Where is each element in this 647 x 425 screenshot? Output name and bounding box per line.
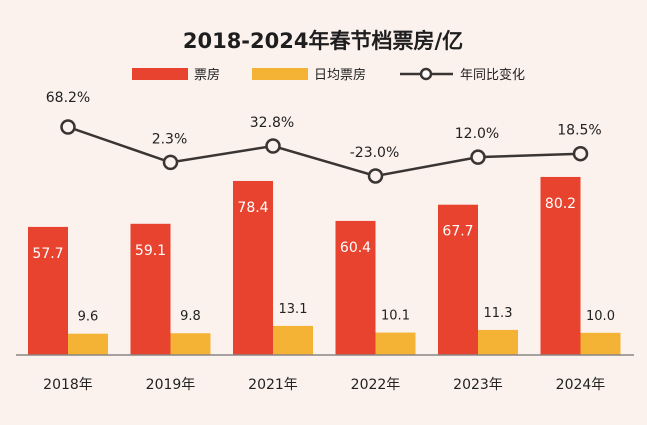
bar-label-box-office: 67.7 xyxy=(442,224,473,240)
yoy-label: 32.8% xyxy=(250,115,294,131)
yoy-line xyxy=(67,125,581,178)
yoy-label: 68.2% xyxy=(46,90,90,106)
chart-title: 2018-2024年春节档票房/亿 xyxy=(183,29,463,53)
yoy-marker xyxy=(162,154,179,171)
legend-swatch-daily xyxy=(252,68,308,80)
x-tick-label: 2023年 xyxy=(453,377,503,393)
bar-box-office xyxy=(540,176,581,355)
bar-label-daily-box-office: 10.1 xyxy=(381,309,410,324)
legend-swatch-box-office xyxy=(132,68,188,80)
x-tick-label: 2019年 xyxy=(146,377,196,393)
bar-label-daily-box-office: 10.0 xyxy=(586,309,615,324)
legend: 票房 日均票房 年同比变化 xyxy=(132,67,525,83)
bar-box-office xyxy=(438,204,478,355)
bar-label-daily-box-office: 11.3 xyxy=(484,306,513,321)
legend-marker-yoy xyxy=(419,67,433,81)
bar-label-daily-box-office: 9.6 xyxy=(78,310,99,325)
bar-box-office xyxy=(335,220,376,355)
bar-label-daily-box-office: 9.8 xyxy=(180,309,201,324)
bar-daily-box-office xyxy=(580,332,621,355)
bar-daily-box-office xyxy=(273,325,313,355)
bar-label-box-office: 80.2 xyxy=(545,196,576,212)
yoy-marker xyxy=(572,145,589,162)
x-tick-label: 2024年 xyxy=(556,377,606,393)
yoy-marker xyxy=(60,119,76,135)
yoy-marker xyxy=(265,138,281,154)
yoy-marker xyxy=(367,168,384,184)
bar-label-box-office: 60.4 xyxy=(340,240,371,256)
legend-label-box-office: 票房 xyxy=(194,67,220,83)
yoy-label: 18.5% xyxy=(557,123,601,139)
yoy-label: -23.0% xyxy=(350,145,400,161)
bar-daily-box-office xyxy=(68,333,108,355)
bar-daily-box-office xyxy=(478,329,518,355)
bar-label-daily-box-office: 13.1 xyxy=(279,302,308,317)
bar-box-office xyxy=(233,180,273,355)
x-tick-label: 2022年 xyxy=(351,377,401,393)
legend-label-yoy: 年同比变化 xyxy=(460,67,525,83)
x-tick-label: 2018年 xyxy=(43,377,93,393)
x-tick-label: 2021年 xyxy=(248,377,298,393)
yoy-label: 2.3% xyxy=(152,131,188,147)
bar-daily-box-office xyxy=(170,333,211,355)
bar-label-box-office: 59.1 xyxy=(135,243,166,259)
legend-label-daily: 日均票房 xyxy=(314,67,366,83)
bar-box-office xyxy=(130,223,171,355)
yoy-marker xyxy=(470,149,486,165)
bar-label-box-office: 57.7 xyxy=(32,246,63,262)
bar-label-box-office: 78.4 xyxy=(237,200,268,216)
bar-daily-box-office xyxy=(375,332,416,355)
yoy-label: 12.0% xyxy=(455,126,499,142)
bar-box-office xyxy=(28,226,68,355)
